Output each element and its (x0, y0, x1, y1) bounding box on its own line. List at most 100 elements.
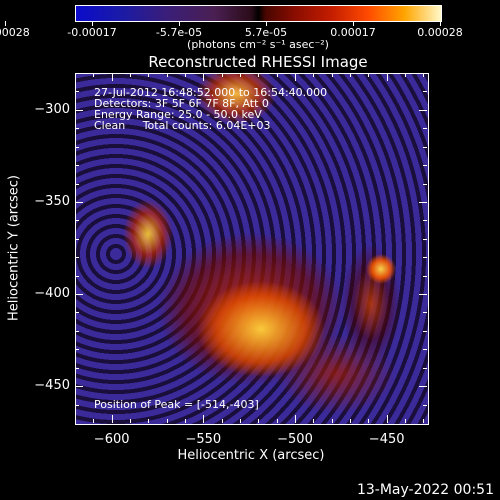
y-axis-label: Heliocentric Y (arcsec) (6, 175, 22, 321)
x-tick (386, 415, 388, 423)
x-minor-tick (331, 73, 333, 77)
y-minor-tick (423, 257, 427, 259)
x-tick (295, 73, 296, 81)
peak-position: Position of Peak = [-514,-403] (94, 398, 259, 411)
y-minor-tick (423, 312, 427, 314)
x-minor-tick (350, 419, 351, 423)
colorbar (75, 5, 442, 22)
y-tick (419, 109, 427, 111)
y-tick-label: −400 (34, 286, 70, 302)
x-minor-tick (130, 419, 131, 423)
x-minor-tick (185, 419, 186, 423)
colorbar-tick (5, 21, 6, 26)
x-minor-tick (368, 73, 370, 77)
colorbar-tick-label: -0.00017 (67, 26, 117, 39)
y-minor-tick (423, 183, 427, 185)
y-tick (419, 386, 427, 388)
y-minor-tick (423, 404, 427, 406)
y-tick-label: −300 (34, 101, 70, 117)
colorbar-tick (179, 21, 180, 26)
y-minor-tick (423, 128, 427, 130)
y-minor-tick (75, 349, 79, 351)
colorbar-tick (440, 21, 441, 26)
colorbar-tick-label: 0.00028 (417, 26, 463, 39)
x-tick (203, 73, 205, 81)
chart-title: Reconstructed RHESSI Image (148, 53, 368, 71)
y-minor-tick (423, 275, 427, 277)
y-minor-tick (423, 91, 427, 93)
y-minor-tick (75, 220, 79, 222)
y-minor-tick (75, 257, 79, 259)
x-minor-tick (258, 419, 260, 423)
y-minor-tick (423, 330, 427, 332)
x-minor-tick (166, 73, 168, 77)
y-minor-tick (75, 330, 79, 332)
y-minor-tick (75, 165, 79, 167)
colorbar-tick (353, 21, 354, 26)
y-minor-tick (423, 349, 427, 351)
y-minor-tick (75, 238, 79, 240)
y-tick-label: −350 (34, 193, 70, 209)
x-tick-label: −450 (368, 432, 405, 447)
x-tick-label: −550 (185, 432, 222, 447)
colorbar-tick-label: 5.7e-05 (244, 26, 288, 39)
colorbar-tick-label: -5.7e-05 (155, 26, 203, 39)
x-minor-tick (185, 73, 186, 77)
x-minor-tick (405, 419, 406, 423)
x-minor-tick (331, 419, 333, 423)
y-tick (75, 294, 83, 296)
y-tick (75, 386, 83, 388)
info-clean: Clean Total counts: 6.04E+03 (94, 119, 271, 132)
y-minor-tick (75, 128, 79, 130)
y-minor-tick (75, 91, 79, 93)
x-minor-tick (166, 419, 168, 423)
x-tick (111, 73, 113, 81)
colorbar-tick-label: -0.00028 (0, 26, 30, 39)
y-minor-tick (423, 165, 427, 167)
x-minor-tick (221, 419, 223, 423)
x-minor-tick (148, 73, 150, 77)
x-minor-tick (258, 73, 260, 77)
x-minor-tick (423, 73, 425, 77)
x-minor-tick (93, 73, 95, 77)
y-tick (75, 201, 83, 203)
x-axis-label: Heliocentric X (arcsec) (177, 448, 325, 463)
colorbar-units: (photons cm⁻² s⁻¹ asec⁻²) (187, 38, 329, 51)
y-minor-tick (75, 367, 79, 369)
colorbar-tick (92, 21, 93, 26)
x-minor-tick (148, 419, 150, 423)
x-tick (203, 415, 205, 423)
y-minor-tick (75, 404, 79, 406)
info-detectors: Detectors: 3F 5F 6F 7F 8F, Att 0 (94, 97, 269, 110)
y-tick-label: −450 (34, 378, 70, 394)
x-tick-label: −600 (93, 432, 130, 447)
image-plot (75, 73, 429, 425)
y-minor-tick (75, 183, 79, 185)
y-minor-tick (423, 220, 427, 222)
x-tick (295, 415, 296, 423)
timestamp: 13-May-2022 00:51 (356, 482, 494, 498)
x-minor-tick (93, 419, 95, 423)
y-minor-tick (423, 367, 427, 369)
x-minor-tick (313, 73, 315, 77)
y-tick (75, 109, 83, 111)
x-minor-tick (276, 73, 278, 77)
x-minor-tick (405, 73, 406, 77)
x-minor-tick (423, 419, 425, 423)
colorbar-tick (266, 21, 267, 26)
x-minor-tick (276, 419, 278, 423)
colorbar-tick-label: 0.00017 (330, 26, 376, 39)
y-tick (419, 294, 427, 296)
info-energy: Energy Range: 25.0 - 50.0 keV (94, 108, 262, 121)
y-minor-tick (75, 312, 79, 314)
y-tick (419, 201, 427, 203)
y-minor-tick (75, 146, 79, 148)
x-tick-label: −500 (277, 432, 313, 447)
x-minor-tick (221, 73, 223, 77)
y-minor-tick (423, 146, 427, 148)
x-minor-tick (313, 419, 315, 423)
x-minor-tick (368, 419, 370, 423)
x-minor-tick (130, 73, 131, 77)
x-tick (386, 73, 388, 81)
x-minor-tick (350, 73, 351, 77)
